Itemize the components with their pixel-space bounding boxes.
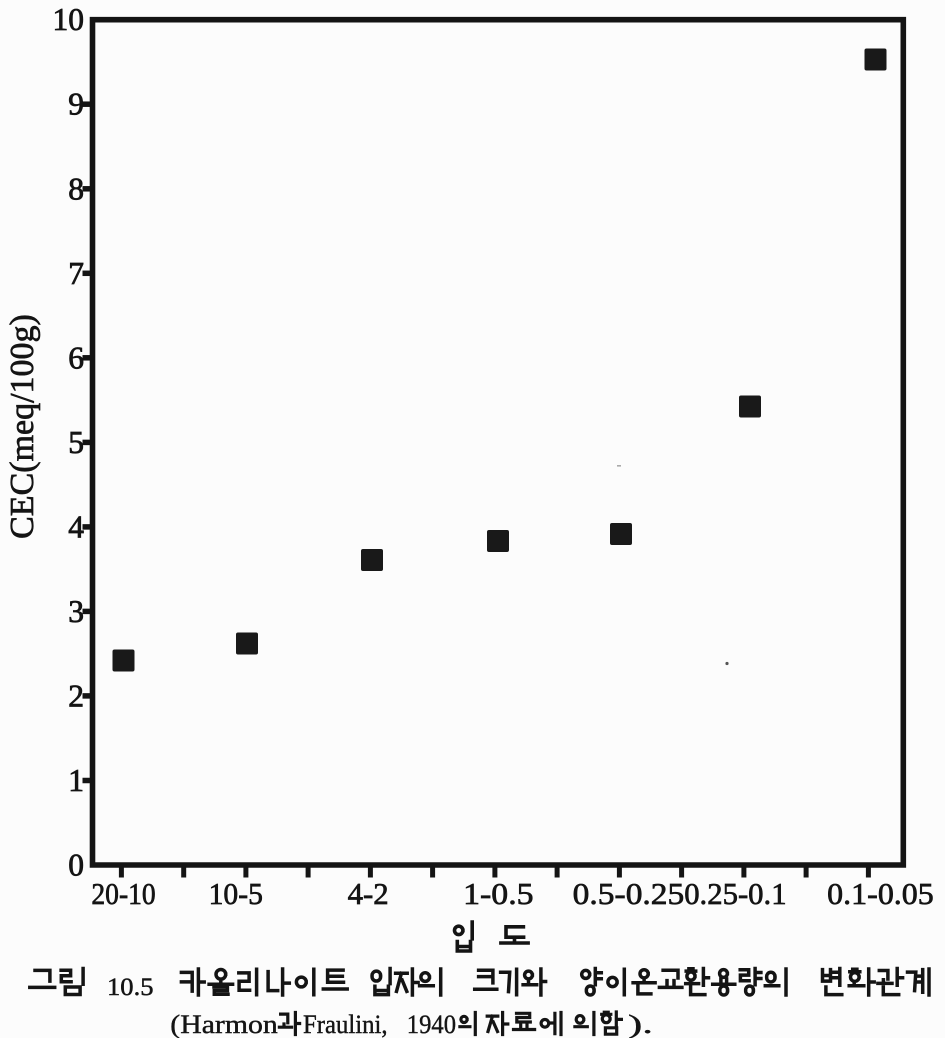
- svg-text:(Harmon: (Harmon: [170, 1010, 277, 1038]
- svg-text:10.5: 10.5: [107, 972, 154, 1001]
- svg-text:4-2: 4-2: [348, 876, 389, 911]
- svg-text:2: 2: [68, 678, 84, 713]
- svg-text:5: 5: [68, 425, 84, 460]
- svg-text:10: 10: [53, 2, 85, 37]
- svg-text:8: 8: [68, 171, 84, 206]
- svg-text:CEC(meq/100g): CEC(meq/100g): [4, 314, 41, 539]
- svg-text:0: 0: [68, 848, 84, 883]
- svg-text:0.5-0.25: 0.5-0.25: [573, 876, 685, 911]
- svg-text:20-10: 20-10: [91, 876, 155, 911]
- svg-text:7: 7: [68, 256, 84, 291]
- svg-text:1: 1: [68, 763, 84, 798]
- svg-text:1-0.5: 1-0.5: [463, 876, 533, 911]
- svg-text:).: ).: [628, 1010, 653, 1038]
- svg-text:9: 9: [68, 87, 84, 122]
- svg-text:1940: 1940: [407, 1010, 456, 1038]
- svg-text:4: 4: [68, 509, 84, 544]
- svg-text:Fraulini,: Fraulini,: [303, 1010, 388, 1038]
- svg-text:0.1-0.05: 0.1-0.05: [827, 876, 934, 911]
- svg-text:0.25-0.1: 0.25-0.1: [684, 876, 786, 911]
- svg-text:3: 3: [68, 594, 84, 629]
- svg-text:6: 6: [68, 340, 84, 375]
- svg-text:10-5: 10-5: [209, 876, 263, 911]
